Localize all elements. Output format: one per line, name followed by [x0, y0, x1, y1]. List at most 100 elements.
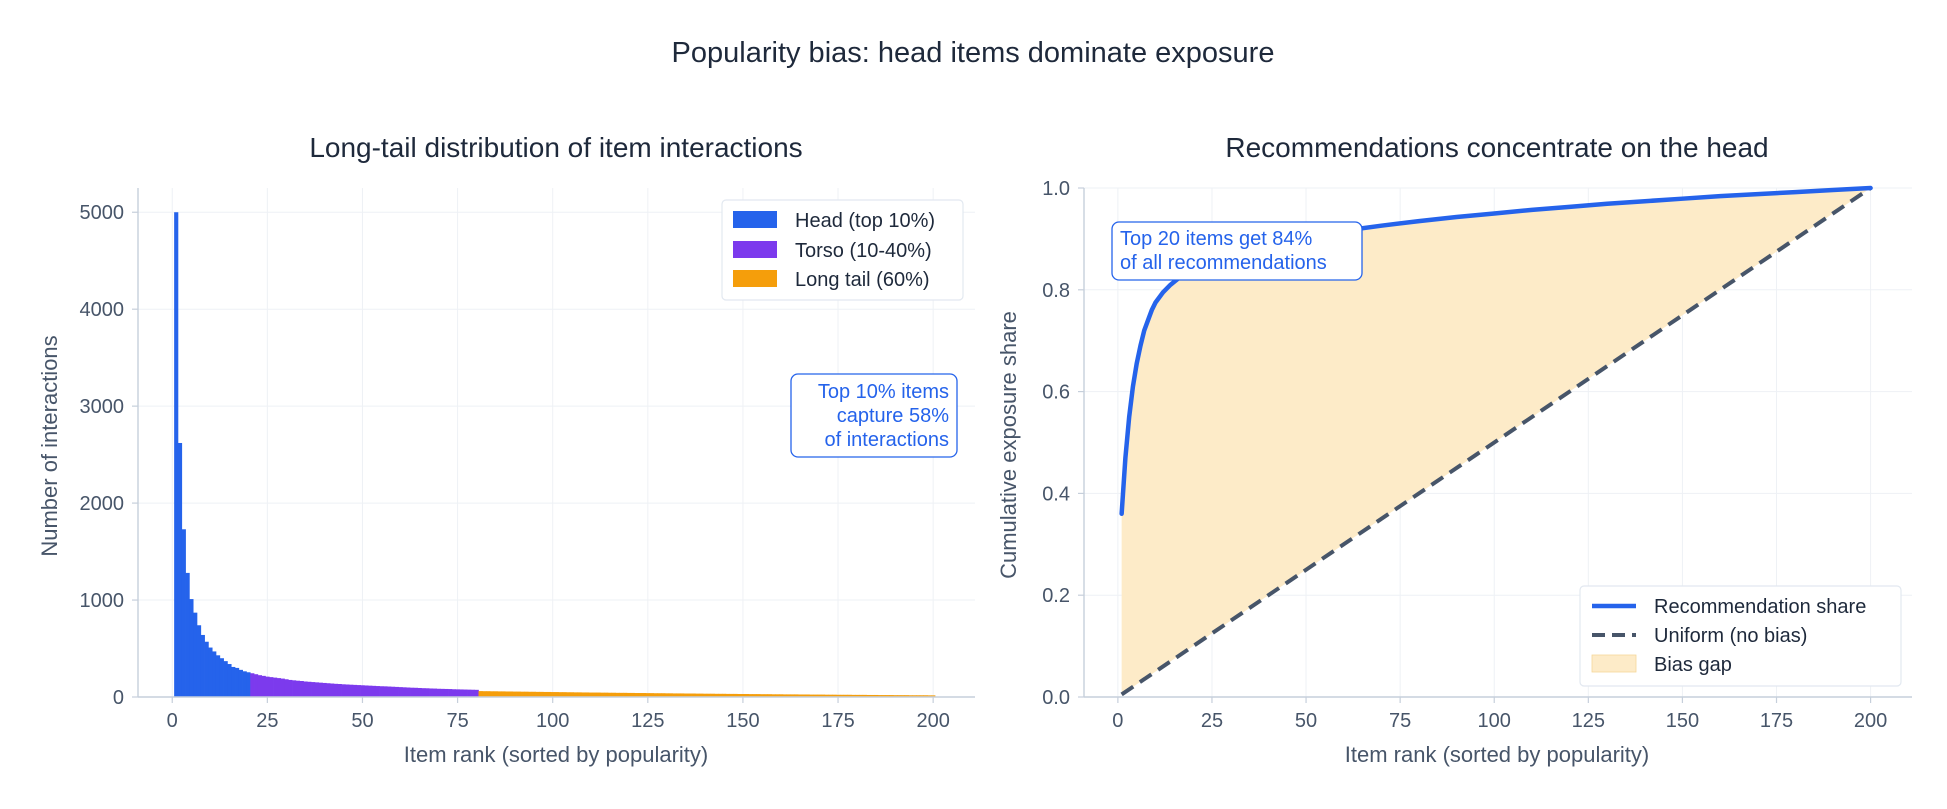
bar-tail	[649, 693, 654, 697]
bar-tail	[752, 694, 757, 697]
bar-head	[227, 664, 232, 697]
exposure-y-tick-label: 0.4	[1042, 483, 1070, 505]
exposure-annotation-box	[1111, 221, 1363, 281]
bar-tail	[497, 691, 502, 697]
bar-tail	[725, 693, 730, 697]
bar-torso	[307, 681, 312, 697]
bar-torso	[261, 675, 266, 697]
bar-tail	[524, 691, 529, 697]
bar-tail	[702, 693, 708, 697]
exposure-legend-frame	[1579, 585, 1902, 687]
interactions-bars	[174, 212, 936, 697]
bar-torso	[292, 680, 297, 697]
annotation-line: of interactions	[824, 429, 949, 451]
bar-tail	[889, 695, 894, 697]
legend-label-uniform: Uniform (no bias)	[1654, 625, 1807, 647]
interactions-x-tick-label: 100	[536, 710, 569, 732]
exposure-x-tick-label: 175	[1760, 710, 1793, 732]
bar-torso	[375, 686, 380, 697]
bar-tail	[767, 694, 772, 697]
bar-head	[219, 658, 224, 697]
bar-head	[212, 651, 217, 697]
bar-torso	[413, 687, 418, 697]
bar-tail	[931, 695, 936, 697]
bar-tail	[775, 694, 780, 697]
bar-torso	[391, 686, 396, 697]
bar-torso	[371, 685, 377, 697]
bar-tail	[691, 693, 696, 697]
bar-tail	[741, 693, 746, 697]
bar-head	[204, 641, 209, 697]
bar-tail	[801, 694, 807, 697]
bar-tail	[912, 695, 917, 697]
bar-tail	[687, 693, 692, 697]
bar-tail	[737, 693, 742, 697]
bar-head	[223, 661, 228, 697]
bar-tail	[805, 694, 810, 697]
bar-tail	[645, 693, 651, 697]
interactions-y-tick-label: 2000	[80, 493, 125, 515]
exposure-x-tick-label: 75	[1389, 710, 1411, 732]
bar-tail	[916, 695, 921, 697]
bar-torso	[250, 673, 255, 697]
bar-tail	[855, 694, 860, 697]
interactions-annotation: Top 10% items capture 58% of interactions	[790, 373, 958, 458]
bar-tail	[817, 694, 822, 697]
exposure-x-tick-label: 125	[1572, 710, 1605, 732]
bar-tail	[482, 691, 487, 697]
bar-tail	[520, 691, 525, 697]
bar-tail	[550, 692, 555, 697]
exposure-chart-title: Recommendations concentrate on the head	[1225, 132, 1768, 163]
bar-tail	[619, 692, 624, 697]
exposure-x-tick-label: 150	[1666, 710, 1699, 732]
bar-torso	[364, 685, 369, 697]
bar-tail	[836, 694, 841, 697]
bar-torso	[257, 675, 262, 697]
exposure-annotation: Top 20 items get 84% of all recommendatio…	[1111, 221, 1363, 281]
interactions-chart-title: Long-tail distribution of item interacti…	[309, 132, 802, 163]
bar-torso	[303, 681, 308, 697]
interactions-x-tick-label: 25	[256, 710, 278, 732]
interactions-x-tick-label: 125	[631, 710, 664, 732]
interactions-x-axis-label: Item rank (sorted by popularity)	[404, 742, 708, 767]
bar-tail	[820, 694, 826, 697]
interactions-y-tick-label: 4000	[80, 299, 125, 321]
bar-torso	[425, 688, 430, 697]
bar-tail	[858, 694, 864, 697]
bar-tail	[897, 695, 902, 697]
bar-torso	[280, 678, 285, 697]
bar-tail	[638, 693, 643, 697]
bar-torso	[406, 687, 411, 697]
bar-torso	[311, 682, 316, 697]
bar-tail	[718, 693, 723, 697]
bar-tail	[516, 691, 521, 697]
bar-tail	[623, 692, 628, 697]
interactions-y-tick-label: 5000	[80, 202, 125, 224]
legend-label-bias-gap: Bias gap	[1654, 654, 1732, 676]
bar-head	[193, 612, 198, 697]
legend-label-head: Head (top 10%)	[795, 210, 935, 232]
bar-tail	[798, 694, 803, 697]
interactions-y-axis-label: Number of interactions	[37, 335, 62, 556]
bar-tail	[923, 695, 928, 697]
bar-tail	[813, 694, 818, 697]
bar-tail	[782, 694, 788, 697]
bar-head	[196, 625, 202, 697]
bar-torso	[463, 689, 468, 697]
bar-torso	[429, 688, 434, 697]
bar-tail	[721, 693, 727, 697]
bar-tail	[607, 692, 613, 697]
bar-head	[242, 671, 247, 697]
bar-tail	[661, 693, 666, 697]
exposure-y-tick-label: 0.2	[1042, 585, 1070, 607]
bar-torso	[341, 684, 346, 697]
legend-swatch-tail	[733, 270, 777, 287]
bar-tail	[733, 693, 738, 697]
bar-torso	[436, 688, 441, 697]
bar-torso	[432, 688, 438, 697]
interactions-axes: 0 25 50 75 100 125 150 175 200010002000300040005…	[80, 188, 975, 732]
bar-torso	[444, 688, 449, 697]
interactions-annotation-box	[790, 373, 958, 458]
bar-tail	[596, 692, 601, 697]
